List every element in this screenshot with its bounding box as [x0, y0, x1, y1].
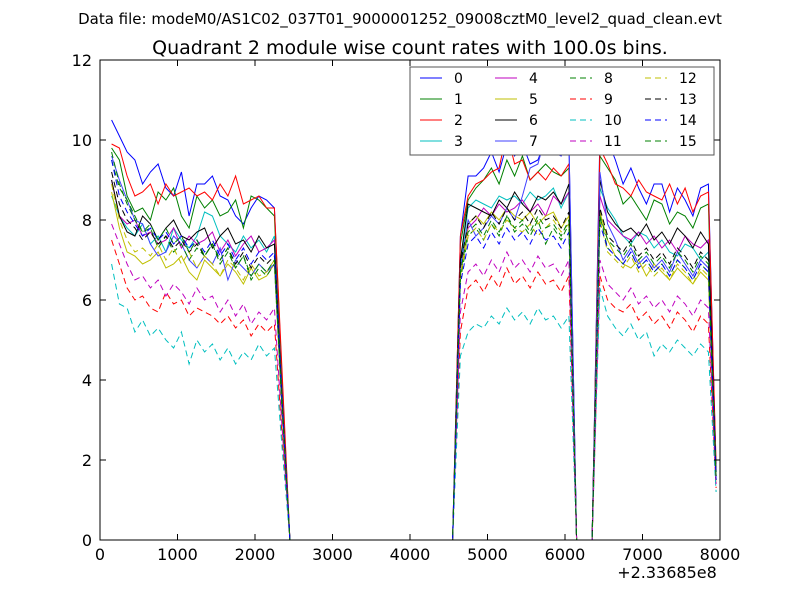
data-file-suptitle: Data file: modeM0/AS1C02_037T01_90000012…	[78, 10, 722, 29]
x-tick-label: 7000	[622, 545, 663, 564]
legend-label-5: 5	[529, 92, 538, 108]
legend-label-1: 1	[454, 92, 463, 108]
legend-box	[409, 66, 715, 156]
legend-label-2: 2	[454, 113, 463, 129]
x-tick-label: 2000	[235, 545, 276, 564]
x-offset-label: +2.33685e8	[617, 563, 717, 582]
y-tick-label: 0	[82, 531, 92, 550]
y-tick-label: 6	[82, 291, 92, 310]
y-tick-label: 8	[82, 211, 92, 230]
legend-label-0: 0	[454, 71, 463, 87]
y-tick-label: 2	[82, 451, 92, 470]
x-tick-label: 3000	[312, 545, 353, 564]
x-tick-label: 1000	[157, 545, 198, 564]
series-line-5	[111, 191, 717, 541]
series-line-7	[111, 134, 717, 541]
plot-lines	[111, 119, 717, 541]
series-line-15	[111, 151, 717, 541]
series-line-0	[111, 119, 717, 541]
series-line-11	[111, 223, 717, 541]
series-line-13	[111, 171, 717, 541]
y-tick-label: 12	[72, 51, 92, 70]
legend-label-4: 4	[529, 71, 538, 87]
series-line-10	[111, 263, 717, 541]
series-line-8	[111, 159, 717, 541]
legend-label-7: 7	[529, 134, 538, 150]
legend-label-3: 3	[454, 134, 463, 150]
legend-label-10: 10	[604, 113, 622, 129]
y-tick-label: 10	[72, 131, 92, 150]
series-line-6	[111, 179, 717, 541]
series-line-14	[111, 159, 717, 541]
y-tick-label: 4	[82, 371, 92, 390]
axis-ticks: 0 1000 2000 3000 4000 5000 6000 7000 80000246810…	[72, 51, 741, 564]
series-line-9	[111, 239, 717, 541]
series-line-1	[111, 147, 717, 541]
chart-title: Quadrant 2 module wise count rates with …	[152, 37, 668, 59]
series-line-4	[111, 179, 717, 541]
legend-label-14: 14	[679, 113, 697, 129]
series-line-2	[111, 131, 717, 541]
x-tick-label: 0	[95, 545, 105, 564]
legend-label-11: 11	[604, 134, 622, 150]
x-tick-label: 8000	[700, 545, 741, 564]
x-tick-label: 6000	[545, 545, 586, 564]
legend-label-6: 6	[529, 113, 538, 129]
legend-label-13: 13	[679, 92, 697, 108]
x-tick-label: 5000	[467, 545, 508, 564]
legend-label-12: 12	[679, 71, 697, 87]
legend-label-9: 9	[604, 92, 613, 108]
legend-label-15: 15	[679, 134, 697, 150]
x-tick-label: 4000	[390, 545, 431, 564]
legend-label-8: 8	[604, 71, 613, 87]
